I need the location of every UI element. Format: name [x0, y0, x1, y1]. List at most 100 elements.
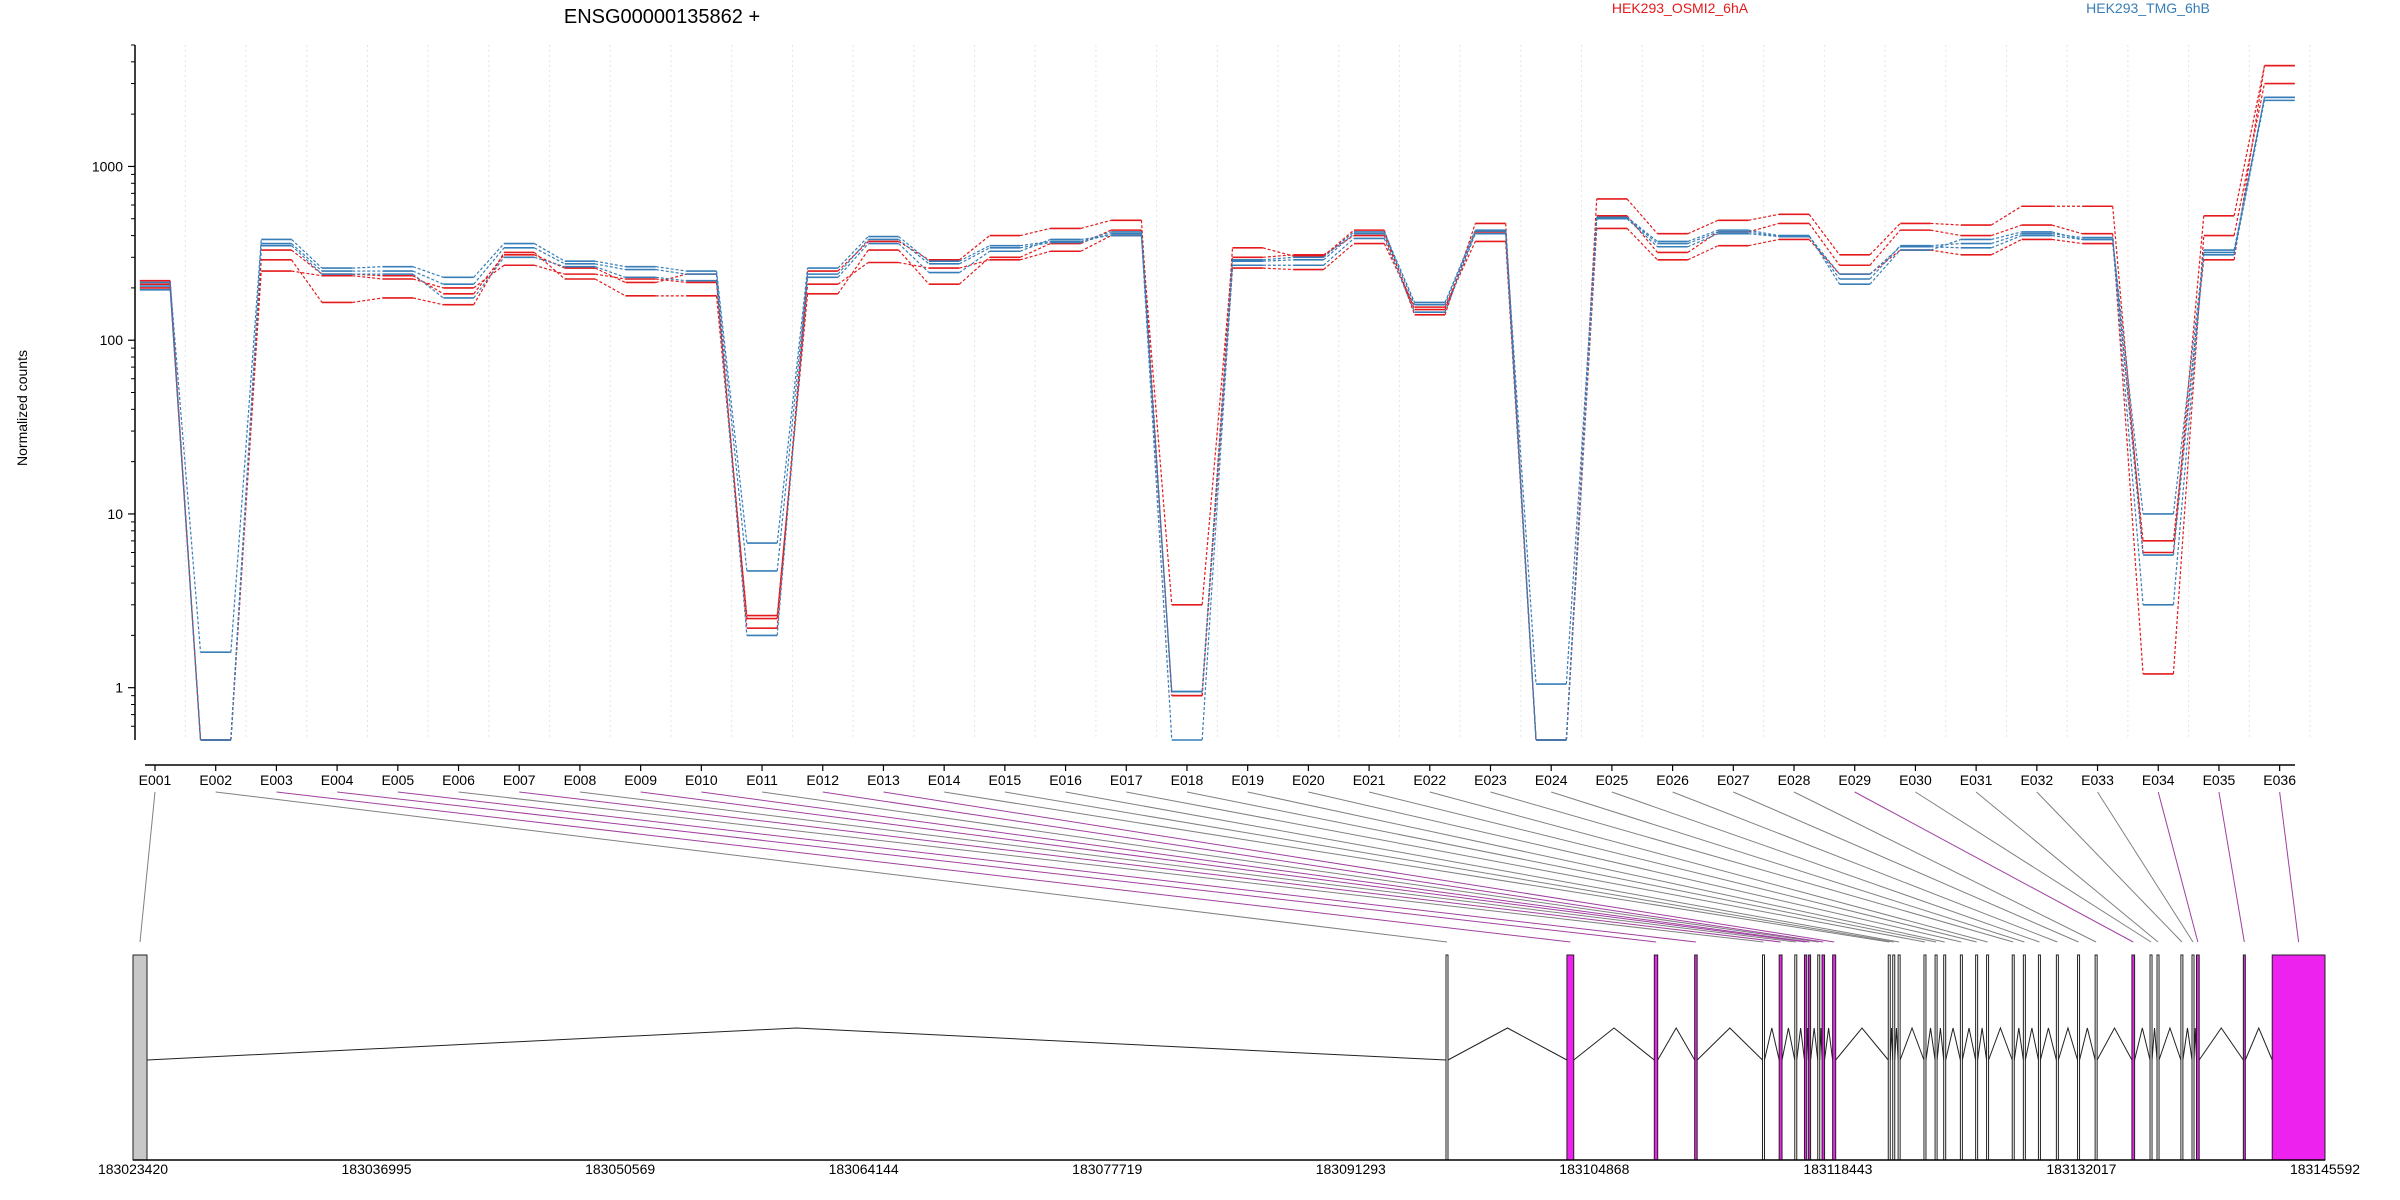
exon-box: [2022, 954, 2026, 1161]
exon-connector: [2218, 791, 2245, 943]
series-connector: [473, 243, 505, 278]
legend-osmi2: HEK293_OSMI2_6hA: [1612, 0, 1749, 16]
series-connector: [898, 243, 930, 274]
exon-connector: [1975, 791, 2159, 943]
series-connector: [1323, 233, 1355, 261]
series-connector: [1140, 235, 1173, 741]
exon-box: [1694, 954, 1698, 1161]
series-connector: [2051, 224, 2083, 235]
axes: 1 10 100 1000: [92, 44, 2295, 766]
series-connector: [1262, 259, 1294, 262]
series-connector: [1930, 242, 1961, 247]
series-connector: [1808, 236, 1841, 280]
exon-connector: [1551, 791, 2025, 943]
series-connector: [655, 266, 687, 272]
x-tick-label: E019: [1231, 772, 1264, 788]
series-connector: [594, 266, 626, 278]
series-connector: [2051, 238, 2083, 245]
series-connector: [1565, 218, 1598, 741]
series-connector: [1687, 231, 1719, 253]
exon-box: [1821, 954, 1826, 1161]
genomic-axis: 183023420 183036995 183050569 183064144 1830…: [98, 1159, 2360, 1177]
exon-connector: [1611, 791, 2040, 943]
exon-box: [1892, 954, 1896, 1161]
series-connector: [1019, 242, 1051, 258]
series-connector: [2112, 206, 2144, 553]
x-tick-label: E030: [1899, 772, 1932, 788]
x-tick-label: E035: [2203, 772, 2236, 788]
exon-connector: [822, 791, 1824, 943]
series-connector: [230, 239, 262, 653]
x-tick-label: E026: [1656, 772, 1689, 788]
series-connector: [534, 243, 566, 262]
exon-box: [2077, 954, 2081, 1161]
exon-connector: [1429, 791, 1988, 943]
exon-connector: [519, 791, 1781, 943]
intron-line: [2158, 1026, 2182, 1061]
series-connector: [1444, 223, 1476, 315]
exon-connector: [640, 791, 1806, 943]
series-connector: [1869, 223, 1901, 256]
series-connector: [898, 238, 930, 265]
series-connector: [1323, 231, 1355, 258]
x-tick-label: E007: [503, 772, 536, 788]
intron-line: [1899, 1026, 1925, 1061]
x-tick-label: E003: [260, 772, 293, 788]
x-tick-label: E005: [381, 772, 414, 788]
exon-box: [1808, 954, 1812, 1161]
exon-box: [1959, 954, 1963, 1161]
series-connector: [1869, 229, 1901, 266]
intron-line: [1824, 1027, 1834, 1061]
exon-box: [2156, 954, 2160, 1161]
x-tick-label: E016: [1049, 772, 1082, 788]
series-connector: [594, 260, 626, 268]
exon-box: [2191, 954, 2195, 1161]
series-connector: [2112, 237, 2144, 556]
series-connector: [1019, 227, 1051, 237]
series-connector: [837, 236, 869, 269]
series-connector: [1565, 217, 1598, 685]
series-connector: [1019, 238, 1051, 252]
series-connector: [2233, 100, 2266, 255]
exon-connector: [1308, 791, 1962, 943]
exon-connector: [579, 791, 1796, 943]
series-connector: [1323, 229, 1355, 257]
x-tick-label: E006: [442, 772, 475, 788]
intron-line: [1961, 1027, 1977, 1061]
x-tick-label: E018: [1171, 772, 1204, 788]
exon-box: [1653, 954, 1659, 1161]
genomic-tick-label: 183145592: [2290, 1161, 2360, 1177]
genomic-tick-label: 183064144: [829, 1161, 899, 1177]
x-tick-label: E011: [746, 772, 778, 788]
series-connector: [1383, 235, 1416, 310]
series-connector: [1991, 238, 2022, 256]
series-connector: [1383, 238, 1416, 313]
exon-box: [1817, 954, 1821, 1161]
series-connector: [1262, 247, 1294, 257]
x-tick-label: E012: [806, 772, 839, 788]
series-connector: [291, 259, 323, 303]
intron-line: [1657, 1027, 1696, 1061]
exon-connector: [2036, 791, 2183, 943]
intron-line: [2013, 1027, 2024, 1061]
intron-line: [2057, 1026, 2079, 1061]
series-connector: [655, 268, 687, 275]
intron-line: [1977, 1027, 1988, 1061]
series-layer: [139, 64, 2295, 741]
series-connector: [655, 278, 687, 284]
series-connector: [1748, 233, 1779, 238]
exon-connector: [1915, 791, 2152, 943]
genomic-tick-label: 183118443: [1803, 1161, 1872, 1177]
y-tick-label: 1000: [92, 158, 123, 174]
x-tick-label: E033: [2081, 772, 2114, 788]
series-connector: [2112, 233, 2144, 674]
series-connector: [655, 276, 687, 282]
exon-box: [2180, 954, 2184, 1161]
series-connector: [473, 247, 505, 285]
legend-tmg: HEK293_TMG_6hB: [2086, 0, 2210, 16]
x-tick-label: E034: [2142, 772, 2175, 788]
series-connector: [1991, 231, 2022, 241]
gene-model: [132, 954, 2326, 1161]
series-connector: [1626, 217, 1658, 244]
x-tick-label: E010: [685, 772, 718, 788]
